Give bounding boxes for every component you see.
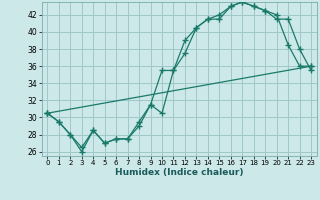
X-axis label: Humidex (Indice chaleur): Humidex (Indice chaleur) <box>115 168 244 177</box>
